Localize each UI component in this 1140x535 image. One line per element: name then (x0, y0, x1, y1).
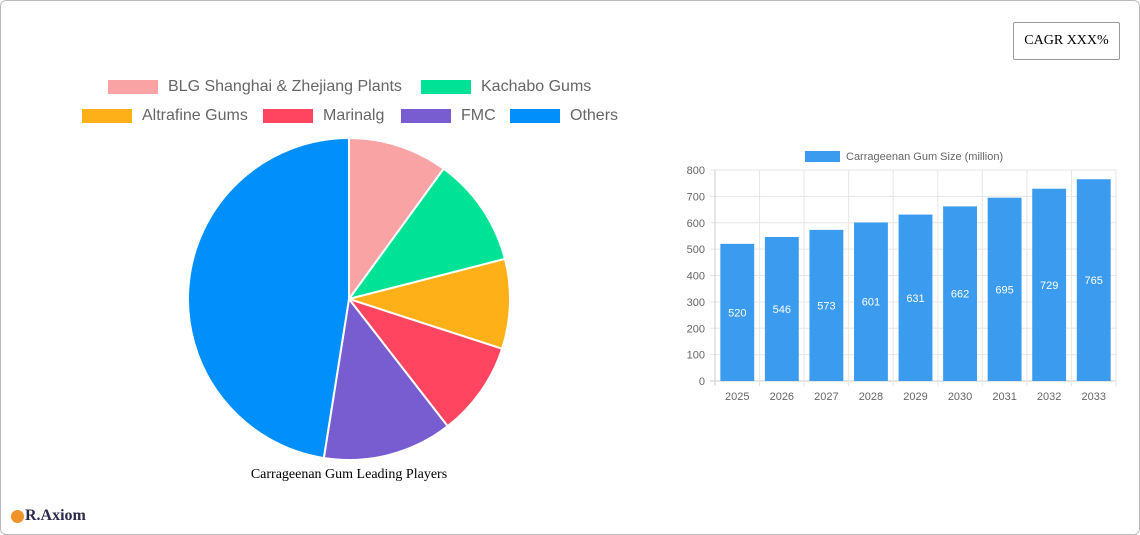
pie-slice[interactable] (322, 296, 450, 461)
legend-label: Marinalg (323, 107, 385, 124)
x-tick-label: 2030 (948, 391, 972, 403)
bar-value-label: 662 (951, 289, 969, 301)
x-tick-label: 2026 (770, 391, 794, 403)
bar[interactable] (809, 229, 844, 381)
bar-value-label: 695 (995, 284, 1013, 296)
bar-value-label: 729 (1040, 280, 1058, 292)
pie-slice[interactable] (345, 257, 511, 351)
bar-value-label: 631 (906, 293, 924, 305)
pie-slice[interactable] (346, 167, 507, 301)
x-tick-label: 2032 (1037, 391, 1061, 403)
cagr-badge: CAGR XXX% (1013, 22, 1120, 60)
legend-item[interactable]: Altrafine Gums (82, 107, 248, 125)
bar-legend-label[interactable]: Carrageenan Gum Size (million) (846, 151, 1003, 163)
logo-text: R.Axiom (25, 507, 86, 524)
bar[interactable] (1076, 179, 1111, 381)
legend-item[interactable]: Marinalg (263, 107, 384, 125)
legend-swatch (108, 80, 158, 94)
bar[interactable] (854, 222, 888, 381)
y-tick-label: 800 (687, 165, 705, 177)
legend-swatch (82, 109, 132, 123)
bar[interactable] (987, 197, 1022, 381)
y-tick-label: 500 (687, 244, 705, 256)
bar[interactable] (898, 214, 933, 381)
legend-label: FMC (461, 107, 496, 124)
x-tick-label: 2028 (859, 391, 883, 403)
y-tick-label: 400 (687, 271, 705, 283)
legend-swatch (263, 109, 313, 123)
x-tick-label: 2031 (992, 391, 1016, 403)
pie-slice[interactable] (187, 136, 350, 460)
pie-title: Carrageenan Gum Leading Players (250, 467, 448, 482)
y-tick-label: 300 (687, 297, 705, 309)
legend-item[interactable]: Kachabo Gums (421, 78, 591, 96)
bar[interactable] (720, 243, 755, 381)
legend-item[interactable]: BLG Shanghai & Zhejiang Plants (108, 78, 402, 96)
bar[interactable] (943, 206, 977, 381)
x-tick-label: 2033 (1081, 391, 1105, 403)
legend-label: Altrafine Gums (142, 107, 248, 124)
y-tick-label: 0 (699, 376, 705, 388)
y-tick-label: 600 (687, 218, 705, 230)
legend-swatch (401, 109, 451, 123)
x-tick-label: 2027 (814, 391, 838, 403)
legend-label: Others (570, 107, 619, 124)
legend-item[interactable]: FMC (401, 107, 496, 125)
pie-slice[interactable] (348, 136, 446, 303)
legend-swatch (510, 109, 560, 123)
bar-value-label: 546 (773, 304, 791, 316)
bar-legend-swatch (805, 151, 840, 162)
bar[interactable] (764, 236, 799, 381)
bar-value-label: 765 (1085, 275, 1103, 287)
legend-label: Kachabo Gums (481, 78, 592, 95)
bar-chart: 0 100 200 300 400 500 600 700 800 520 2025 546 2026 5… (687, 151, 1117, 403)
y-tick-label: 200 (687, 323, 705, 335)
legend-swatch (421, 80, 471, 94)
pie-chart (187, 136, 511, 461)
bar-value-label: 573 (817, 300, 835, 312)
logo: R.Axiom (11, 507, 86, 525)
x-tick-label: 2025 (725, 391, 749, 403)
logo-icon (11, 509, 24, 523)
x-tick-label: 2029 (903, 391, 927, 403)
legend-label: BLG Shanghai & Zhejiang Plants (168, 78, 402, 95)
bar-value-label: 601 (862, 297, 880, 309)
bar-value-label: 520 (728, 307, 746, 319)
pie-slice[interactable] (346, 297, 504, 428)
bar[interactable] (1032, 188, 1067, 381)
y-tick-label: 700 (687, 191, 705, 203)
y-tick-label: 100 (687, 350, 705, 362)
legend-item[interactable]: Others (510, 107, 618, 125)
